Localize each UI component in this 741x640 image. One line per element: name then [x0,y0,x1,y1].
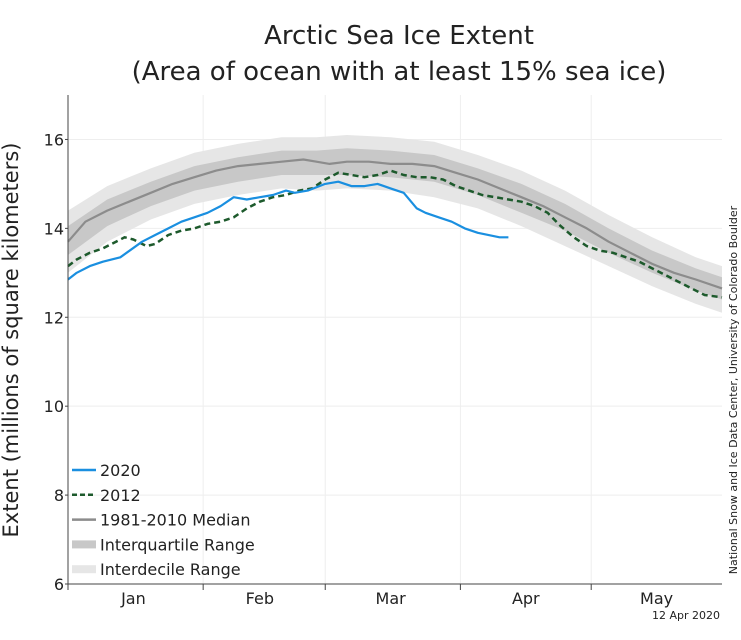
legend-label: 2020 [100,461,141,480]
legend-item-interquartile-range: Interquartile Range [72,535,255,554]
legend-item-2020: 2020 [72,461,141,480]
legend-label: 1981-2010 Median [100,511,251,530]
range-bands [68,135,722,313]
y-tick-label: 6 [54,575,64,594]
legend-item-2012: 2012 [72,486,141,505]
x-tick-label: May [640,589,673,608]
legend-swatch [72,565,96,574]
x-tick-label: Jan [120,589,146,608]
chart-title: Arctic Sea Ice Extent [264,21,534,51]
y-tick-label: 8 [54,486,64,505]
legend-swatch [72,540,96,549]
tick-labels: 6 8 10 12 14 16 Jan Feb Mar Apr May [44,130,673,608]
series-lines [67,158,723,299]
legend-item-interdecile-range: Interdecile Range [72,560,241,579]
axes [65,95,722,590]
legend-label: Interdecile Range [100,560,241,579]
y-tick-label: 14 [44,219,64,238]
series-line-2020 [67,180,509,281]
date-stamp: 12 Apr 2020 [652,609,720,622]
x-tick-label: Apr [512,589,540,608]
y-tick-label: 16 [44,130,64,149]
y-axis-label: Extent (millions of square kilometers) [0,143,23,538]
series-line-2012 [67,169,723,299]
legend-label: 2012 [100,486,141,505]
x-tick-label: Mar [376,589,407,608]
legend-item-1981-2010-median: 1981-2010 Median [72,511,251,530]
chart-subtitle: (Area of ocean with at least 15% sea ice… [132,57,667,87]
y-tick-label: 12 [44,308,64,327]
series-line-1981-2010-median [67,158,723,290]
legend: 2020 2012 1981-2010 Median Interquartile Ra… [72,461,255,579]
credit-text: National Snow and Ice Data Center, Unive… [727,205,740,574]
legend-label: Interquartile Range [100,535,255,554]
interquartile-range-band [68,148,722,300]
x-tick-label: Feb [246,589,274,608]
y-tick-label: 10 [44,397,64,416]
